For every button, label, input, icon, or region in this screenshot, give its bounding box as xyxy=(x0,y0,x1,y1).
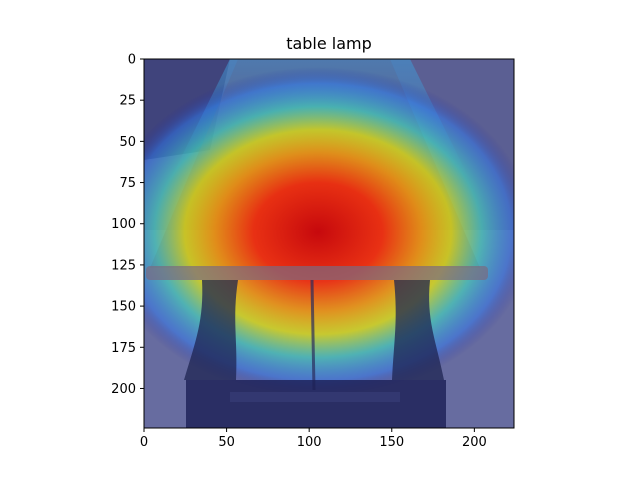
y-tick-label: 0 xyxy=(128,53,136,68)
y-tick-label: 125 xyxy=(111,258,136,273)
axes-frame xyxy=(143,58,515,429)
left-leg xyxy=(184,280,238,380)
y-tick-label: 200 xyxy=(111,382,136,397)
right-leg xyxy=(392,280,444,380)
x-axis: 0 50 100 150 200 xyxy=(140,428,487,450)
y-tick-label: 150 xyxy=(111,300,136,315)
x-tick-label: 50 xyxy=(218,435,235,450)
lamp-base xyxy=(186,380,446,428)
lamp-base-highlight xyxy=(230,392,400,402)
x-tick-label: 150 xyxy=(379,435,404,450)
y-axis: 0 25 50 75 100 125 150 175 200 xyxy=(111,53,144,397)
x-tick-label: 200 xyxy=(462,435,487,450)
x-tick-label: 100 xyxy=(297,435,322,450)
x-tick-label: 0 xyxy=(140,435,148,450)
chart-title: table lamp xyxy=(286,34,372,53)
heat-hotspot xyxy=(144,67,514,397)
tabletop-edge xyxy=(146,266,488,280)
heatmap-area xyxy=(144,59,514,428)
center-stem xyxy=(310,279,316,391)
y-tick-label: 100 xyxy=(111,217,136,232)
y-tick-label: 25 xyxy=(119,94,136,109)
y-tick-label: 50 xyxy=(119,135,136,150)
y-tick-label: 75 xyxy=(119,176,136,191)
y-tick-label: 175 xyxy=(111,341,136,356)
